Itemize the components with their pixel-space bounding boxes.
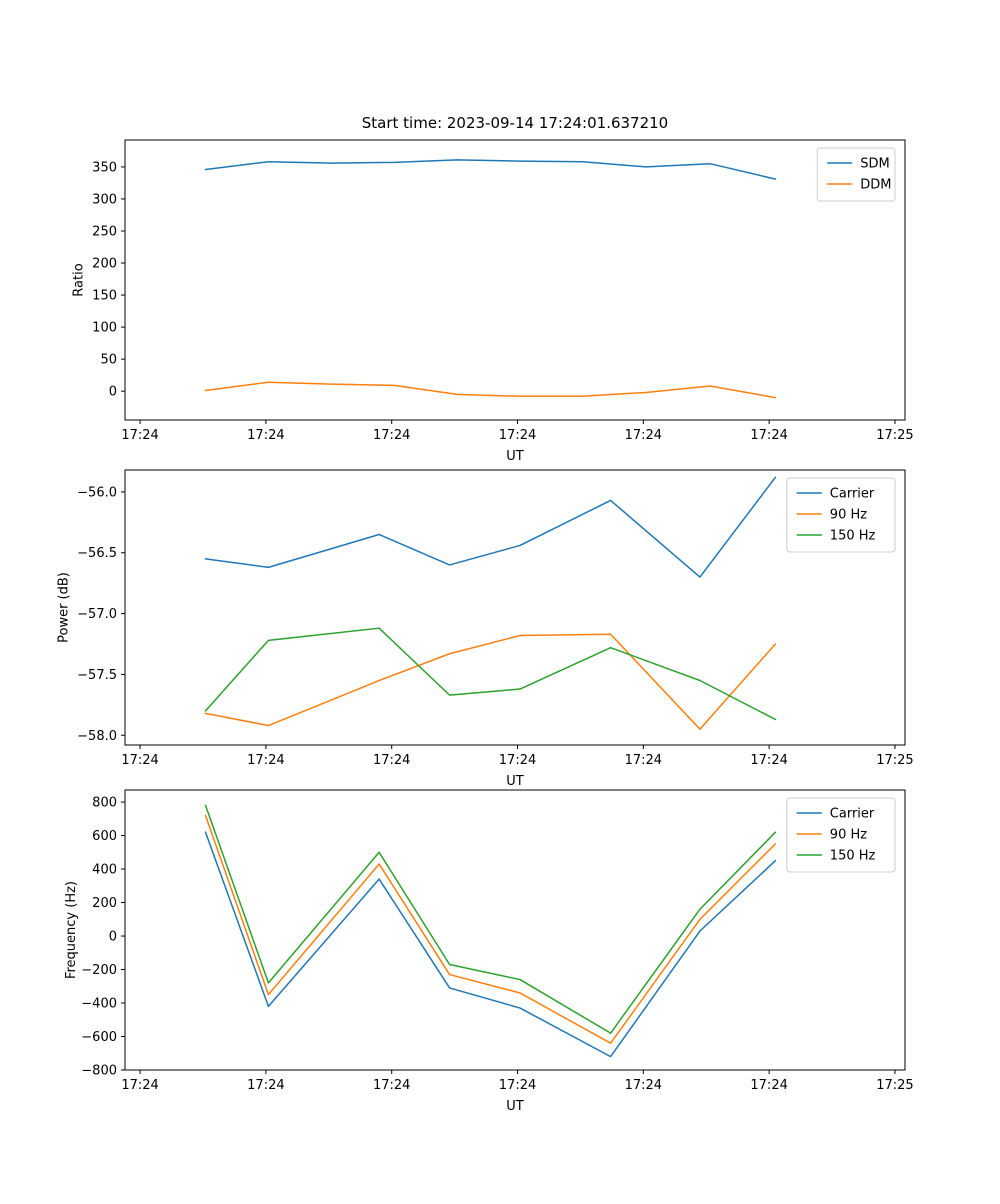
chart-title: Start time: 2023-09-14 17:24:01.637210: [362, 114, 668, 132]
y-tick-label: 250: [92, 224, 117, 239]
x-tick-label: 17:24: [247, 1078, 284, 1093]
subplot-3: 17:24 17:24 17:24 17:24 17:24 17:24 17:25 −800 −…: [64, 789, 914, 1114]
legend-label: 90 Hz: [830, 828, 867, 843]
x-tick-label: 17:24: [750, 753, 787, 768]
x-tick-label: 17:24: [247, 753, 284, 768]
x-axis-label: UT: [506, 449, 524, 464]
y-tick-label: 300: [92, 192, 117, 207]
x-tick-label: 17:25: [876, 1078, 913, 1093]
x-tick-label: 17:24: [247, 428, 284, 443]
subplot-2: 17:24 17:24 17:24 17:24 17:24 17:24 17:25 −58.0…: [57, 469, 914, 789]
x-tick-label: 17:25: [876, 753, 913, 768]
y-tick-label: −56.0: [77, 485, 117, 500]
legend-box: [786, 797, 896, 873]
series-line-carrier: [204, 831, 777, 1058]
x-tick-label: 17:24: [499, 753, 536, 768]
y-tick-label: 800: [92, 796, 117, 811]
y-tick-label: 0: [109, 930, 117, 945]
y-tick-label: 100: [92, 321, 117, 336]
y-tick-label: 150: [92, 289, 117, 304]
x-tick-label: 17:24: [750, 1078, 787, 1093]
x-tick-label: 17:24: [750, 428, 787, 443]
series-line-carrier: [204, 476, 777, 578]
legend-label: Carrier: [830, 807, 875, 822]
x-axis-label: UT: [506, 1099, 524, 1114]
legend-label: Carrier: [830, 487, 875, 502]
x-tick-label: 17:24: [121, 753, 158, 768]
axes-frame: [124, 469, 906, 746]
x-tick-label: 17:24: [121, 1078, 158, 1093]
x-tick-label: 17:25: [876, 428, 913, 443]
y-tick-label: −57.5: [77, 668, 117, 683]
legend-label: 90 Hz: [830, 508, 867, 523]
y-tick-label: −56.5: [77, 546, 117, 561]
y-tick-label: −400: [81, 997, 117, 1012]
y-axis-label: Frequency (Hz): [64, 881, 79, 979]
y-tick-label: −57.0: [77, 607, 117, 622]
series-line-150-hz: [204, 627, 777, 721]
legend-label: 150 Hz: [830, 849, 876, 864]
axes-frame: [124, 139, 906, 421]
x-tick-label: 17:24: [121, 428, 158, 443]
series-line-90-hz: [204, 814, 777, 1044]
axes-frame: [124, 789, 906, 1071]
y-tick-label: −200: [81, 963, 117, 978]
legend-label: 150 Hz: [830, 529, 876, 544]
y-tick-label: −800: [81, 1064, 117, 1079]
series-line-ddm: [204, 381, 777, 399]
y-tick-label: −58.0: [77, 729, 117, 744]
y-tick-label: 200: [92, 257, 117, 272]
x-tick-label: 17:24: [499, 1078, 536, 1093]
y-tick-label: 0: [109, 385, 117, 400]
x-tick-label: 17:24: [373, 1078, 410, 1093]
series-line-150-hz: [204, 804, 777, 1034]
series-line-90-hz: [204, 633, 777, 730]
x-tick-label: 17:24: [373, 753, 410, 768]
legend-label: DDM: [860, 178, 891, 193]
legend-label: SDM: [860, 157, 889, 172]
y-axis-label: Ratio: [72, 263, 87, 296]
y-axis-label: Power (dB): [57, 572, 72, 643]
x-tick-label: 17:24: [625, 428, 662, 443]
x-axis-label: UT: [506, 774, 524, 789]
x-tick-label: 17:24: [625, 753, 662, 768]
y-tick-label: −600: [81, 1030, 117, 1045]
y-tick-label: 400: [92, 863, 117, 878]
subplot-1: Start time: 2023-09-14 17:24:01.637210 17…: [72, 114, 914, 464]
legend-box: [786, 477, 896, 553]
y-tick-label: 50: [100, 353, 117, 368]
legend-box: [816, 147, 896, 202]
series-line-sdm: [204, 159, 777, 180]
y-tick-label: 200: [92, 896, 117, 911]
x-tick-label: 17:24: [499, 428, 536, 443]
x-tick-label: 17:24: [373, 428, 410, 443]
y-tick-label: 600: [92, 829, 117, 844]
x-tick-label: 17:24: [625, 1078, 662, 1093]
y-tick-label: 350: [92, 160, 117, 175]
